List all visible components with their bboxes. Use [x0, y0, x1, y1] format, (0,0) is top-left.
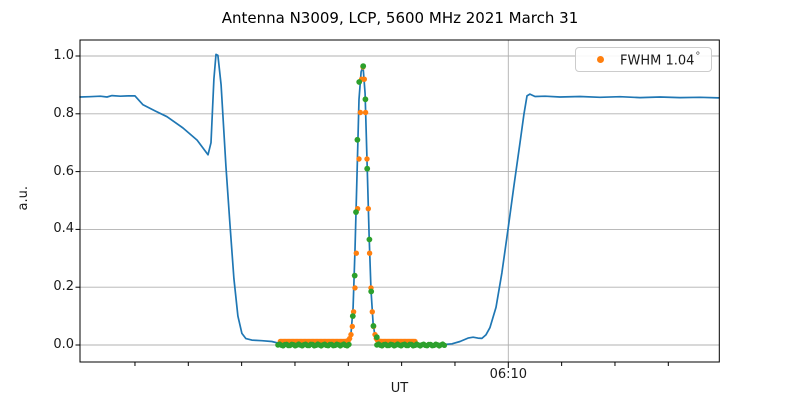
y-tick-label: 0.2 — [53, 279, 74, 295]
gridlines — [80, 40, 720, 362]
degree-symbol: ° — [695, 50, 701, 62]
x-tick-label: 06:10 — [489, 367, 528, 382]
y-tick-label: 0.0 — [53, 337, 74, 352]
gaussian-fit-scatter — [277, 64, 418, 345]
fit-marker-icon — [597, 56, 604, 63]
y-tick-label: 0.4 — [53, 221, 74, 237]
y-tick-label: 1.0 — [53, 48, 74, 63]
chart-title: Antenna N3009, LCP, 5600 MHz 2021 March … — [221, 9, 579, 27]
legend-label: FWHM 1.04° — [620, 50, 701, 69]
legend: FWHM 1.04° — [575, 47, 712, 72]
y-tick-label: 0.8 — [53, 105, 74, 121]
x-axis-label: UT — [390, 381, 409, 396]
y-axis-label: a.u. — [16, 186, 31, 211]
axes-frame — [79, 39, 720, 363]
data-scatter — [275, 63, 448, 349]
axis-ticks — [75, 55, 669, 368]
signal-line — [79, 53, 720, 346]
y-tick-label: 0.6 — [53, 163, 74, 179]
